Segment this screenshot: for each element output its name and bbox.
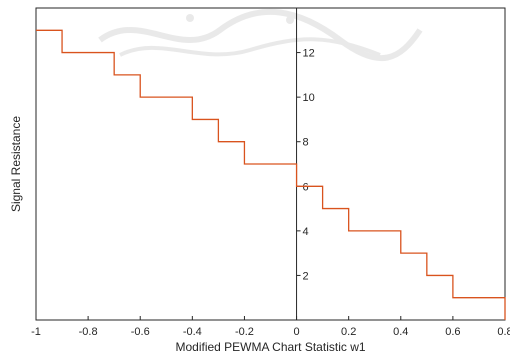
x-tick-label: 0.6 bbox=[445, 326, 460, 338]
x-tick-label: -1 bbox=[31, 326, 41, 338]
y-tick-label: 8 bbox=[303, 137, 309, 149]
y-tick-label: 10 bbox=[303, 92, 315, 104]
x-tick-label: 0.4 bbox=[393, 326, 408, 338]
x-tick-label: 0 bbox=[293, 326, 299, 338]
x-tick-label: 0.2 bbox=[341, 326, 356, 338]
x-axis-ticks: -1 -0.8 -0.6 -0.4 -0.2 0 0.2 0.4 0.6 0.8 bbox=[31, 316, 510, 338]
y-tick-label: 6 bbox=[303, 181, 309, 193]
x-tick-label: -0.2 bbox=[235, 326, 254, 338]
plot-frame bbox=[35, 7, 506, 321]
x-axis-label: Modified PEWMA Chart Statistic w1 bbox=[175, 340, 365, 354]
x-tick-label: -0.4 bbox=[183, 326, 202, 338]
y-tick-label: 4 bbox=[303, 226, 309, 238]
x-tick-label: -0.8 bbox=[79, 326, 98, 338]
x-tick-label: 0.8 bbox=[497, 326, 510, 338]
y-tick-label: 12 bbox=[303, 48, 315, 60]
y-axis-label: Signal Resistance bbox=[9, 116, 23, 212]
y-tick-label: 2 bbox=[303, 270, 309, 282]
y-axis-ticks: 2 4 6 8 10 12 bbox=[296, 48, 315, 282]
x-tick-label: -0.6 bbox=[131, 326, 150, 338]
series-line bbox=[36, 29, 506, 320]
